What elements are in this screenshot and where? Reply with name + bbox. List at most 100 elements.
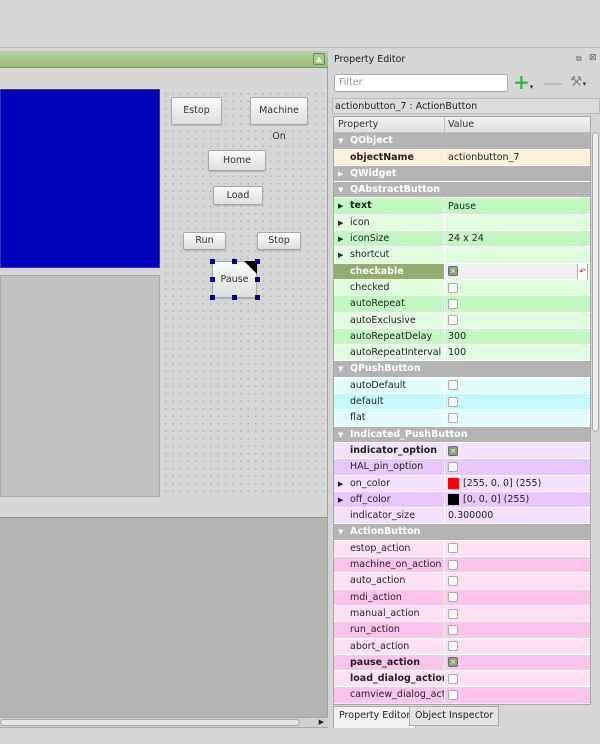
property-row[interactable]: autoDefault (334, 377, 590, 395)
property-row[interactable]: HAL_pin_option (334, 459, 590, 476)
resize-handle[interactable] (232, 259, 237, 264)
run-button[interactable]: Run (183, 232, 226, 250)
property-value-cell[interactable] (445, 313, 590, 328)
property-group-row[interactable]: ▶ QWidget (334, 165, 590, 183)
resize-handle[interactable] (255, 259, 260, 264)
property-row[interactable]: auto_action (334, 573, 590, 590)
resize-handle[interactable] (210, 277, 215, 282)
property-value-cell[interactable] (445, 687, 590, 702)
property-value-cell[interactable] (445, 247, 590, 262)
expand-icon[interactable]: ▶ (338, 235, 344, 244)
scroll-right-icon[interactable]: ▶ (318, 718, 324, 726)
blue-widget[interactable] (0, 89, 160, 268)
property-row[interactable]: autoRepeatInterval 100 (334, 345, 590, 362)
property-row[interactable]: default (334, 394, 590, 411)
estop-button[interactable]: Estop (171, 97, 222, 125)
add-property-icon[interactable]: +▾ (513, 70, 534, 94)
property-row[interactable]: ▶ shortcut (334, 247, 590, 264)
property-value-cell[interactable] (445, 394, 590, 409)
property-value-cell[interactable]: 100 (445, 345, 590, 360)
checkbox[interactable]: × (448, 445, 458, 456)
property-value-cell[interactable]: [255, 0, 0] (255) (445, 476, 590, 491)
property-row[interactable]: camview_dialog_acti... (334, 687, 590, 704)
property-row[interactable]: autoRepeatDelay 300 (334, 328, 590, 346)
scrollbar-thumb[interactable] (592, 132, 599, 432)
property-row[interactable]: autoExclusive (334, 312, 590, 329)
expand-icon[interactable]: ▶ (338, 218, 344, 227)
property-value-cell[interactable] (445, 280, 590, 295)
property-value-cell[interactable]: 24 x 24 (445, 231, 590, 246)
tab-property-editor[interactable]: Property Editor (333, 706, 417, 728)
property-row[interactable]: autoRepeat (334, 296, 590, 313)
maximize-button[interactable]: ▲ (313, 53, 325, 65)
collapse-icon[interactable]: ▼ (338, 430, 344, 439)
property-row[interactable]: pause_action × (334, 654, 590, 672)
checkbox[interactable] (448, 624, 458, 635)
checkbox[interactable] (448, 282, 458, 293)
property-group-row[interactable]: ▼ QAbstractButton (334, 182, 590, 199)
expand-icon[interactable]: ▶ (338, 202, 344, 211)
property-value-cell[interactable] (445, 459, 590, 474)
property-row[interactable]: manual_action (334, 605, 590, 623)
property-row[interactable]: checked (334, 279, 590, 297)
checkbox[interactable] (448, 298, 458, 309)
property-value-cell[interactable] (445, 573, 590, 588)
property-row[interactable]: abort_action (334, 638, 590, 655)
checkbox[interactable] (448, 559, 458, 570)
configure-wrench-icon[interactable]: ⚒▾ (570, 74, 587, 90)
tab-object-inspector[interactable]: Object Inspector (409, 706, 500, 726)
property-group-row[interactable]: ▼ QPushButton (334, 361, 590, 378)
property-group-row[interactable]: ▼ QObject (334, 133, 590, 150)
property-value-cell[interactable] (445, 704, 590, 705)
expand-icon[interactable]: ▶ (338, 479, 344, 488)
checkbox[interactable] (448, 315, 458, 326)
checkbox[interactable]: × (448, 266, 458, 277)
resize-handle[interactable] (210, 259, 215, 264)
property-row[interactable]: indicator_option × (334, 442, 590, 460)
property-row[interactable]: origin_offset_dialog... (334, 703, 590, 705)
checkbox[interactable] (448, 673, 458, 684)
property-value-cell[interactable] (445, 541, 590, 556)
property-value-cell[interactable] (445, 557, 590, 572)
expand-icon[interactable]: ▶ (338, 495, 344, 504)
property-row[interactable]: ▶ on_color [255, 0, 0] (255) (334, 475, 590, 492)
checkbox[interactable] (448, 608, 458, 619)
checkbox[interactable] (448, 396, 458, 407)
property-value-cell[interactable]: [0, 0, 0] (255) (445, 492, 590, 507)
checkbox[interactable] (448, 461, 458, 472)
float-icon[interactable]: ⧉ (576, 54, 582, 63)
property-group-row[interactable]: ▼ Indicated_PushButton (334, 426, 590, 443)
property-row[interactable]: machine_on_action (334, 557, 590, 574)
expand-icon[interactable]: ▶ (338, 169, 344, 178)
property-value-cell[interactable]: × ↶ (445, 263, 590, 279)
property-value-cell[interactable] (445, 378, 590, 393)
property-row[interactable]: indicator_size 0.300000 (334, 508, 590, 525)
machine-on-button[interactable]: Machine On (250, 97, 308, 142)
resize-handle[interactable] (210, 295, 215, 300)
scrollbar-thumb[interactable] (0, 719, 300, 726)
resize-handle[interactable] (255, 295, 260, 300)
property-value-cell[interactable] (445, 296, 590, 311)
property-row[interactable]: estop_action (334, 540, 590, 558)
gray-widget[interactable] (0, 275, 160, 497)
property-value-cell[interactable]: Pause (445, 198, 590, 213)
property-group-row[interactable]: ▼ ActionButton (334, 524, 590, 541)
checkbox[interactable] (448, 641, 458, 652)
checkbox[interactable] (448, 412, 458, 423)
checkbox[interactable] (448, 575, 458, 586)
resize-handle[interactable] (255, 277, 260, 282)
property-value-cell[interactable]: 0.300000 (445, 508, 590, 523)
property-value-cell[interactable] (445, 410, 590, 425)
load-button[interactable]: Load (213, 186, 263, 205)
property-value-cell[interactable] (445, 606, 590, 621)
property-row[interactable]: objectName actionbutton_7 (334, 149, 590, 166)
remove-property-icon[interactable] (544, 83, 562, 85)
checkbox[interactable] (448, 380, 458, 391)
vertical-scrollbar[interactable] (591, 116, 600, 705)
collapse-icon[interactable]: ▼ (338, 137, 344, 146)
checkbox[interactable] (448, 543, 458, 554)
property-value-cell[interactable] (445, 671, 590, 686)
checkbox[interactable] (448, 592, 458, 603)
property-row[interactable]: ▶ off_color [0, 0, 0] (255) (334, 491, 590, 509)
property-row[interactable]: ▶ text Pause (334, 198, 590, 215)
